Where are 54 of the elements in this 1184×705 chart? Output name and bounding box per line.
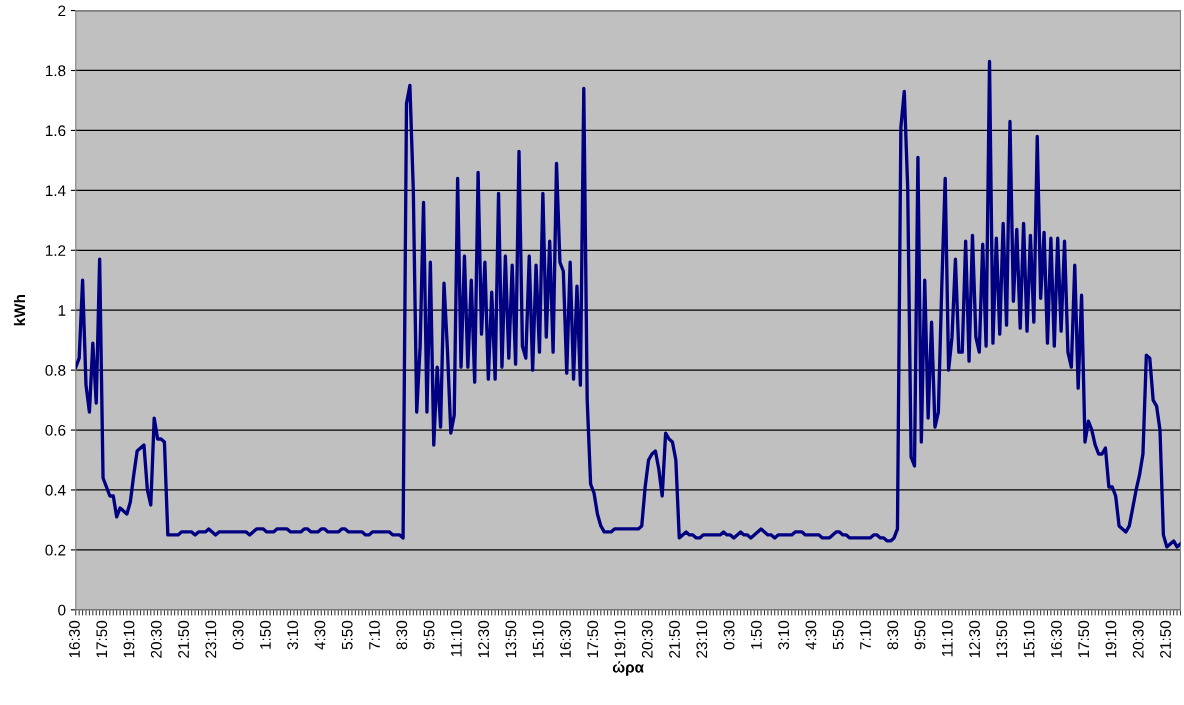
x-tick-label: 4:30 [314,620,326,650]
x-tick-label: 23:10 [205,620,217,658]
x-tick-label: 8:30 [887,620,899,650]
x-tick-label: 17:50 [96,620,108,658]
y-tick-label: 0.6 [45,424,66,436]
x-tick-label: 11:10 [450,620,462,657]
y-tick-label: 1.2 [45,245,66,256]
x-tick-label: 11:10 [941,620,953,657]
x-tick-label: 7:10 [369,620,380,650]
x-tick-label: 3:10 [778,620,790,650]
x-tick-label: 19:10 [614,620,626,658]
y-tick-label: 0 [58,604,66,616]
x-tick-label: 20:30 [150,620,162,658]
x-tick-label: 20:30 [641,620,653,658]
x-tick-label: 13:50 [505,620,517,658]
x-tick-label: 21:50 [1160,620,1171,658]
x-tick-label: 17:50 [587,620,599,658]
x-tick-label: 9:50 [914,620,926,650]
x-tick-label: 5:50 [341,620,353,650]
x-tick-label: 16:30 [560,620,571,658]
x-tick-label: 5:50 [832,620,844,650]
y-tick-label: 1.8 [45,65,66,77]
y-tick-label: 1.6 [45,125,66,137]
y-tick-label: 0.2 [45,544,66,556]
x-tick-label: 15:10 [532,620,544,658]
x-tick-label: 21:50 [178,620,189,658]
x-tick-label: 4:30 [805,620,817,650]
x-tick-label: 19:10 [123,620,135,658]
y-tick-label: 0.8 [45,364,66,376]
x-tick-label: 3:10 [287,620,299,650]
x-tick-label: 16:30 [1050,620,1062,658]
y-tick-label: 2 [58,5,66,17]
x-axis-title: ώρα [612,661,644,676]
y-axis-title: kWh [13,295,25,326]
x-tick-label: 0:30 [723,620,735,650]
y-tick-label: 1 [58,305,66,316]
y-tick-label: 0.4 [45,484,66,496]
x-tick-label: 8:30 [396,620,408,650]
x-tick-label: 9:50 [423,620,435,650]
x-tick-label: 20:30 [1132,620,1144,658]
x-tick-label: 15:10 [1023,620,1035,658]
x-tick-label: 7:10 [860,620,871,650]
x-tick-label: 16:30 [69,620,80,658]
x-tick-label: 19:10 [1105,620,1117,658]
x-tick-label: 1:50 [259,620,271,649]
x-tick-label: 1:50 [750,620,762,649]
x-tick-label: 17:50 [1078,620,1090,658]
x-tick-label: 12:30 [969,620,980,658]
y-tick-label: 1.4 [45,185,66,196]
x-tick-label: 0:30 [232,620,244,650]
x-tick-label: 12:30 [478,620,490,658]
x-tick-label: 21:50 [669,620,680,658]
x-tick-label: 23:10 [696,620,708,658]
x-tick-label: 13:50 [996,620,1008,658]
